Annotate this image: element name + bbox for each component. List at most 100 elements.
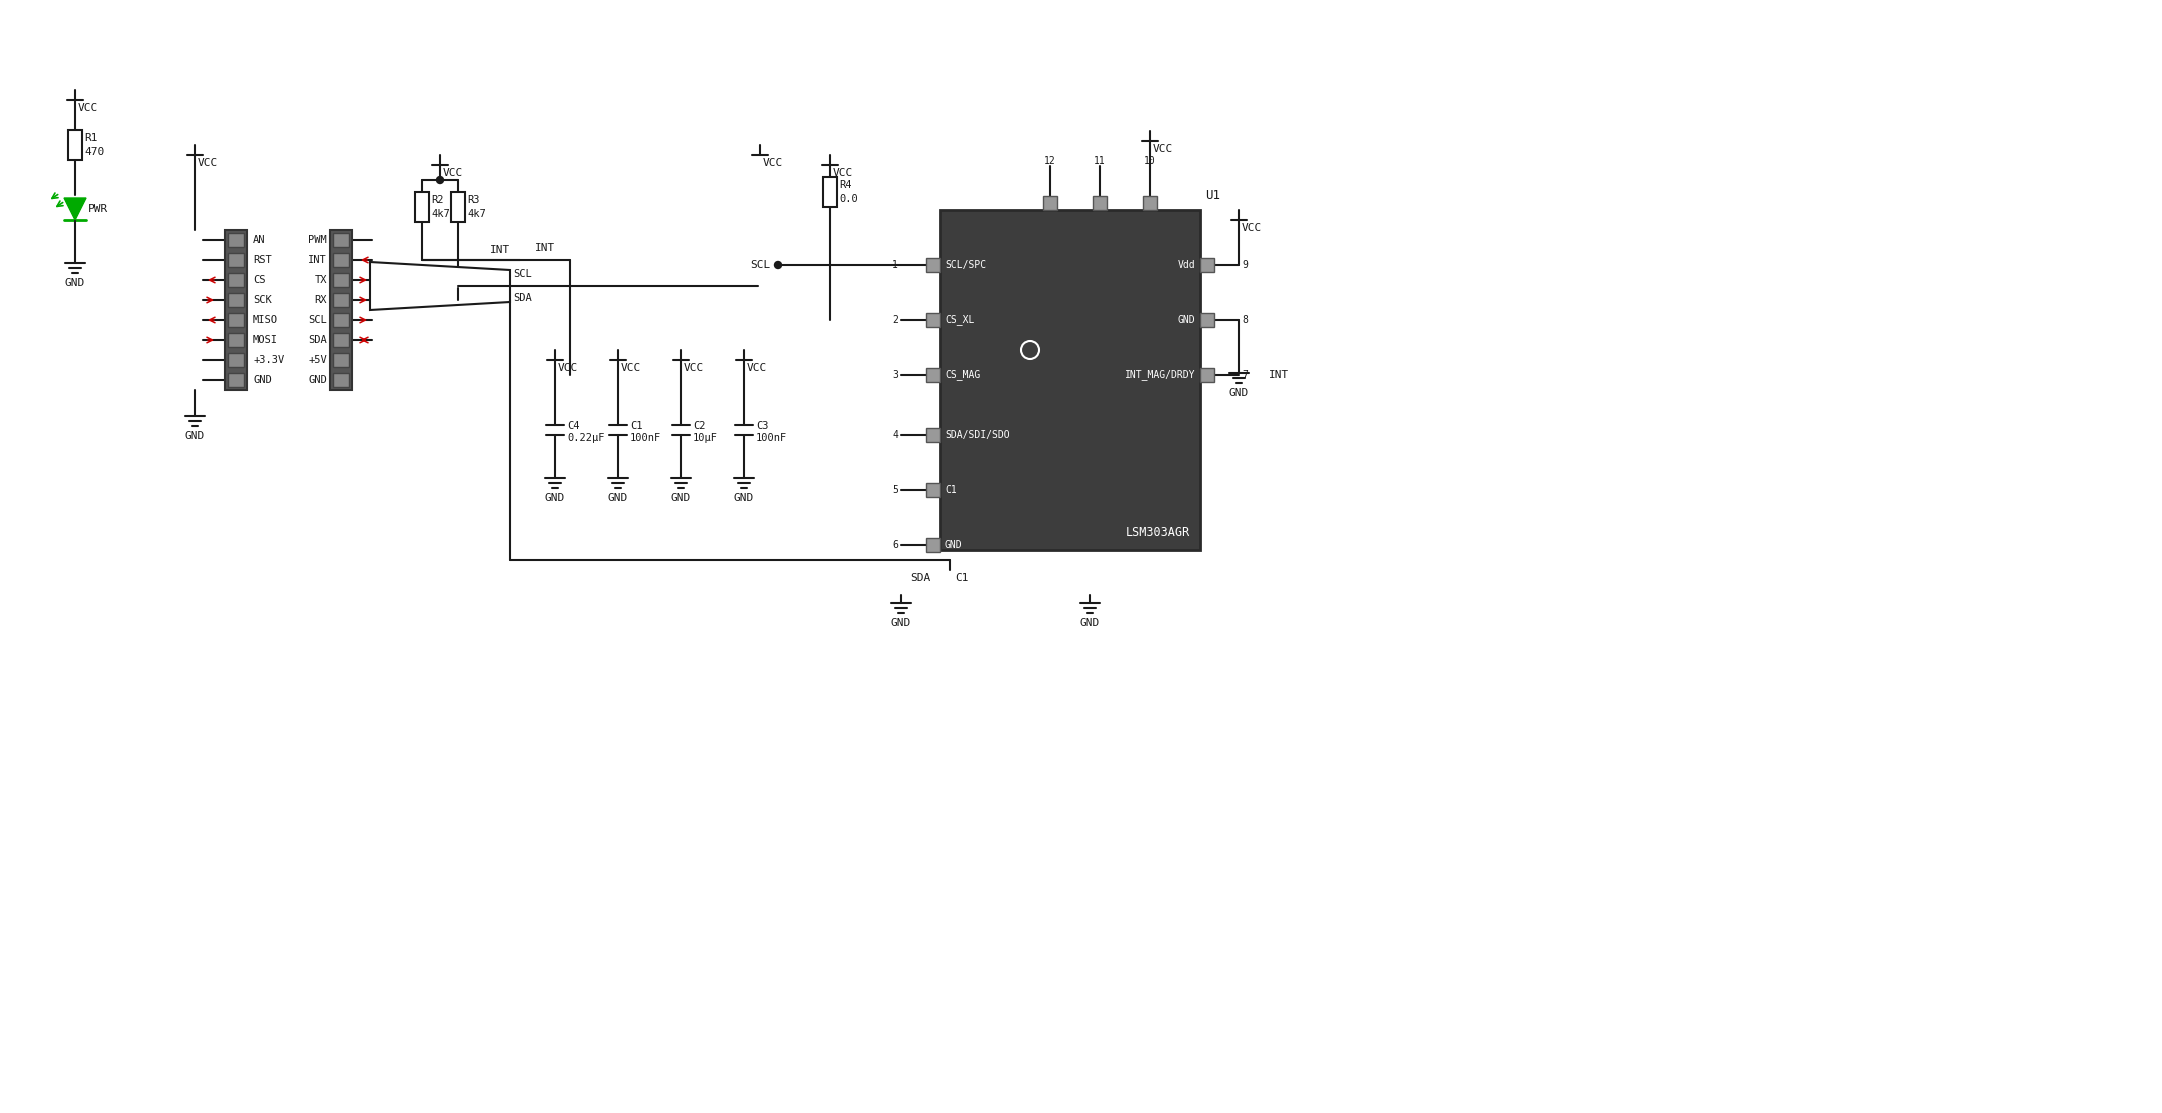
Text: AN: AN [253, 235, 266, 245]
Text: 4k7: 4k7 [430, 209, 450, 219]
Text: VCC: VCC [1241, 223, 1263, 233]
Bar [333, 353, 348, 367]
Text: INT_MAG/DRDY: INT_MAG/DRDY [1124, 370, 1196, 381]
Text: 9: 9 [1241, 260, 1247, 270]
Text: SCK: SCK [253, 295, 272, 305]
Bar [227, 373, 244, 387]
Bar [333, 373, 348, 387]
Text: SDA/SDI/SDO: SDA/SDI/SDO [945, 430, 1010, 440]
Bar [333, 313, 348, 327]
Bar [1144, 196, 1157, 210]
Bar [925, 429, 940, 442]
Bar [824, 177, 837, 207]
Text: VCC: VCC [620, 363, 642, 373]
Text: VCC: VCC [748, 363, 768, 373]
Text: LSM303AGR: LSM303AGR [1126, 525, 1189, 539]
Bar [227, 233, 244, 247]
Text: CS_MAG: CS_MAG [945, 370, 979, 381]
Text: U1: U1 [1204, 188, 1219, 201]
Text: INT_1_XL: INT_1_XL [1053, 148, 1062, 191]
Text: TX: TX [313, 275, 326, 285]
Text: 11: 11 [1094, 156, 1107, 166]
Text: R4: R4 [839, 180, 852, 190]
Text: VCC: VCC [78, 104, 97, 114]
Text: SDA: SDA [309, 335, 326, 345]
Text: 8: 8 [1241, 315, 1247, 325]
Text: 3: 3 [893, 370, 897, 380]
Text: C4: C4 [566, 421, 579, 431]
Text: 5: 5 [893, 485, 897, 495]
Text: C1: C1 [629, 421, 642, 431]
Text: VCC: VCC [763, 158, 783, 168]
Bar [333, 333, 348, 347]
Bar [331, 230, 352, 390]
Text: R1: R1 [84, 132, 97, 142]
Text: VCC: VCC [558, 363, 577, 373]
Text: INT: INT [534, 243, 556, 253]
Text: Vdd: Vdd [1178, 260, 1196, 270]
Text: 10μF: 10μF [694, 433, 718, 443]
Text: R3: R3 [467, 195, 480, 205]
Bar [227, 273, 244, 287]
Text: CS_XL: CS_XL [945, 315, 975, 325]
Text: SCL: SCL [512, 269, 532, 279]
Text: C3: C3 [757, 421, 768, 431]
Text: INT_2_XL: INT_2_XL [1103, 148, 1111, 191]
Text: 0.0: 0.0 [839, 194, 858, 204]
Text: VCC: VCC [443, 168, 463, 178]
Bar [227, 353, 244, 367]
Circle shape [774, 262, 780, 268]
Bar [1200, 368, 1215, 382]
Text: +3.3V: +3.3V [253, 355, 283, 365]
Text: GND: GND [1228, 388, 1250, 398]
Text: 4k7: 4k7 [467, 209, 486, 219]
Bar [227, 333, 244, 347]
Text: 470: 470 [84, 147, 104, 157]
Text: SCL/SPC: SCL/SPC [945, 260, 986, 270]
Text: GND: GND [891, 618, 910, 628]
Text: 100nF: 100nF [757, 433, 787, 443]
Bar [415, 193, 428, 221]
Text: GND: GND [253, 375, 272, 385]
Text: MOSI: MOSI [253, 335, 279, 345]
Bar [227, 313, 244, 327]
Text: 2: 2 [893, 315, 897, 325]
Text: 1: 1 [893, 260, 897, 270]
Text: 0.22μF: 0.22μF [566, 433, 605, 443]
Text: GND: GND [945, 540, 962, 550]
Text: INT: INT [491, 245, 510, 255]
Text: 100nF: 100nF [629, 433, 662, 443]
Text: PWM: PWM [309, 235, 326, 245]
Bar [225, 230, 246, 390]
Circle shape [437, 177, 443, 184]
Text: 6: 6 [893, 540, 897, 550]
Text: 10: 10 [1144, 156, 1157, 166]
Text: 4: 4 [893, 430, 897, 440]
Text: MISO: MISO [253, 315, 279, 325]
Text: SCL: SCL [750, 260, 770, 270]
Bar [67, 130, 82, 160]
Bar [333, 273, 348, 287]
Text: GND: GND [608, 493, 629, 503]
Text: VCC: VCC [683, 363, 705, 373]
Text: SDA: SDA [512, 293, 532, 303]
Text: GND: GND [309, 375, 326, 385]
Text: Vdd_IO: Vdd_IO [1152, 159, 1161, 191]
Text: GND: GND [670, 493, 692, 503]
Bar [1200, 313, 1215, 327]
Bar [925, 483, 940, 498]
Bar [925, 258, 940, 272]
Text: GND: GND [186, 431, 205, 441]
Polygon shape [65, 198, 86, 220]
Text: SCL: SCL [309, 315, 326, 325]
Bar [925, 313, 940, 327]
Bar [1200, 258, 1215, 272]
Text: C1: C1 [945, 485, 958, 495]
Text: GND: GND [545, 493, 564, 503]
Bar [925, 368, 940, 382]
Text: VCC: VCC [1152, 144, 1174, 154]
Text: INT: INT [1269, 370, 1289, 380]
Bar [227, 253, 244, 267]
Text: 12: 12 [1044, 156, 1055, 166]
Bar [333, 253, 348, 267]
